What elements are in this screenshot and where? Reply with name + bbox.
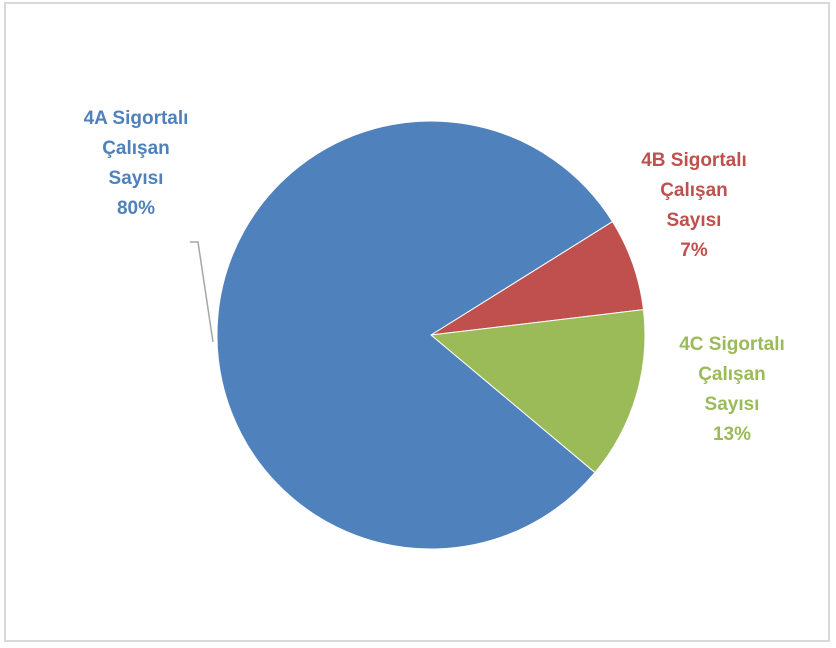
label-4c-line1: 4C Sigortalı bbox=[679, 334, 785, 355]
pie-chart bbox=[190, 120, 646, 550]
label-4b-percent: 7% bbox=[680, 240, 708, 261]
data-label-4a: 4A Sigortalı Çalışan Sayısı 80% bbox=[36, 104, 236, 224]
label-4a-line1: 4A Sigortalı bbox=[83, 108, 189, 129]
leader-line-4a bbox=[190, 241, 214, 343]
data-label-4c: 4C Sigortalı Çalışan Sayısı 13% bbox=[632, 330, 832, 450]
data-label-4b: 4B Sigortalı Çalışan Sayısı 7% bbox=[594, 146, 794, 266]
label-4c-line2: Çalışan bbox=[698, 364, 766, 385]
pie-slice-4c bbox=[429, 309, 646, 474]
label-4b-line3: Sayısı bbox=[666, 210, 722, 231]
label-4a-line2: Çalışan bbox=[102, 138, 170, 159]
chart-frame: 4A Sigortalı Çalışan Sayısı 80% 4B Sigor… bbox=[4, 2, 830, 642]
pie-slice-4a bbox=[216, 120, 614, 550]
label-4c-percent: 13% bbox=[712, 424, 752, 445]
label-4a-percent: 80% bbox=[116, 198, 156, 219]
label-4b-line2: Çalışan bbox=[660, 180, 728, 201]
label-4b-line1: 4B Sigortalı bbox=[641, 150, 747, 171]
label-4a-line3: Sayısı bbox=[108, 168, 164, 189]
label-4c-line3: Sayısı bbox=[704, 394, 760, 415]
